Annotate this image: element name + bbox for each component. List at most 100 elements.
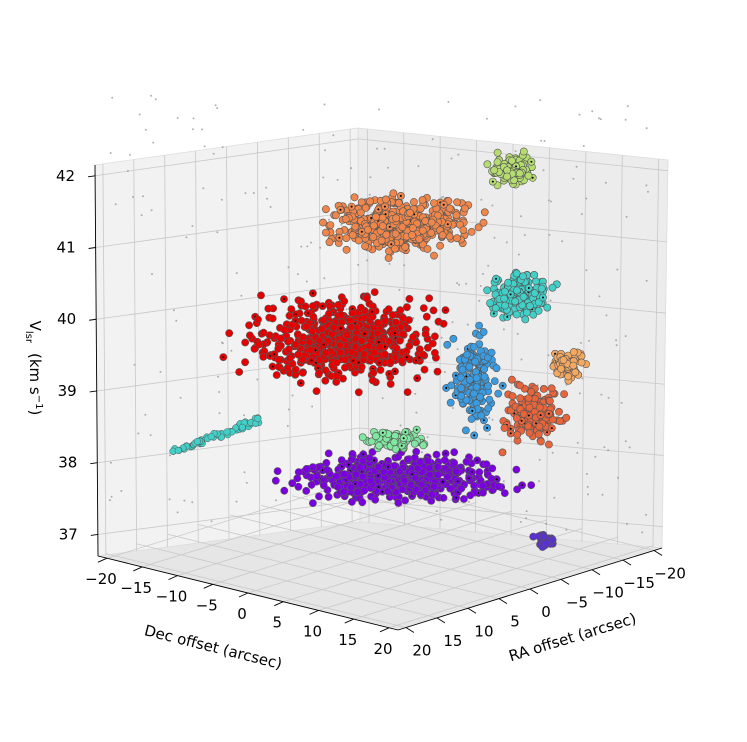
cluster-point (405, 316, 413, 324)
cluster-point (357, 198, 366, 207)
background-point (440, 518, 443, 521)
cluster-point (315, 368, 324, 377)
cluster-point (485, 395, 494, 404)
background-point (235, 272, 238, 275)
cluster-point (479, 328, 488, 336)
cluster-point (366, 476, 375, 485)
cluster-point-core (546, 431, 549, 434)
cluster-series (498, 375, 571, 457)
cluster-point (480, 208, 489, 217)
cluster-point (483, 160, 492, 169)
dec-tick-label: 20 (373, 640, 392, 658)
cluster-point (378, 213, 387, 222)
cluster-point (351, 222, 360, 231)
cluster-point (560, 390, 568, 398)
cluster-point (370, 288, 379, 296)
cluster-point (409, 198, 418, 206)
cluster-point (366, 197, 374, 206)
cluster-point (459, 226, 468, 234)
cluster-point (498, 448, 507, 457)
background-point (420, 451, 423, 454)
background-point (538, 458, 541, 461)
background-point (245, 481, 248, 484)
cluster-point-core (400, 444, 403, 447)
background-point (585, 269, 588, 272)
cluster-point-core (501, 384, 504, 387)
z-label-exp: −1 (33, 395, 44, 410)
cluster-point (488, 464, 497, 473)
background-point (387, 166, 389, 169)
cluster-point (395, 467, 404, 476)
cluster-point (457, 391, 466, 400)
cluster-point (324, 449, 333, 458)
cluster-point (446, 484, 455, 493)
cluster-point (343, 331, 351, 340)
background-point (645, 184, 648, 187)
cluster-point (545, 440, 553, 449)
cluster-point (525, 428, 534, 437)
cluster-point (423, 457, 432, 465)
cluster-point-core (404, 431, 407, 434)
cluster-point (546, 397, 554, 405)
cluster-point (342, 245, 351, 254)
cluster-point (294, 482, 303, 491)
cluster-point (332, 472, 341, 481)
cluster-point-core (402, 437, 405, 440)
cluster-point (412, 485, 421, 494)
cluster-point (284, 337, 292, 346)
cluster-point (428, 339, 437, 348)
background-point (366, 259, 369, 262)
cluster-point (469, 389, 478, 398)
cluster-point (423, 245, 432, 253)
background-point (550, 200, 552, 203)
cluster-point (291, 340, 300, 349)
cyan-filament (169, 414, 263, 455)
cluster-point (241, 338, 250, 347)
cluster-point-core (416, 377, 419, 380)
background-point (357, 263, 360, 266)
cluster-point (521, 315, 530, 324)
cluster-point (519, 272, 527, 281)
cluster-point (302, 464, 311, 473)
background-point (578, 392, 581, 395)
background-point (149, 434, 152, 437)
cluster-point (294, 350, 303, 359)
cluster-point (268, 314, 277, 323)
cluster-point (457, 384, 466, 392)
background-point (114, 203, 117, 206)
cluster-point-core (370, 310, 373, 313)
background-point (323, 277, 326, 280)
background-point (291, 394, 294, 397)
cluster-point (403, 455, 412, 464)
background-point (647, 190, 649, 193)
background-point (525, 510, 528, 513)
cluster-series (271, 441, 536, 507)
cluster-point (450, 448, 459, 457)
background-point (216, 107, 219, 110)
background-point (645, 279, 648, 282)
background-point (212, 152, 215, 155)
background-point (553, 496, 556, 499)
background-point (641, 531, 644, 534)
cluster-point-core (509, 293, 512, 296)
cluster-point (508, 392, 517, 401)
cluster-point (308, 499, 317, 507)
cluster-point (392, 318, 400, 327)
cluster-point (350, 193, 359, 202)
cluster-point (413, 464, 422, 473)
cluster-point (361, 203, 370, 212)
background-point (465, 282, 468, 285)
cluster-point-core (486, 426, 489, 429)
cluster-point (403, 388, 412, 396)
cluster-point (439, 493, 448, 502)
dec-tick-label: −20 (85, 570, 117, 588)
cluster-point-core (495, 478, 498, 481)
cluster-point-core (491, 180, 494, 183)
cluster-point-core (390, 243, 393, 246)
ra-tick-label: 20 (412, 642, 431, 660)
cluster-point (373, 329, 382, 338)
cluster-point (466, 491, 475, 500)
ra-tick-label: −15 (623, 574, 655, 592)
cluster-point (325, 238, 334, 247)
cluster-point (241, 358, 249, 367)
